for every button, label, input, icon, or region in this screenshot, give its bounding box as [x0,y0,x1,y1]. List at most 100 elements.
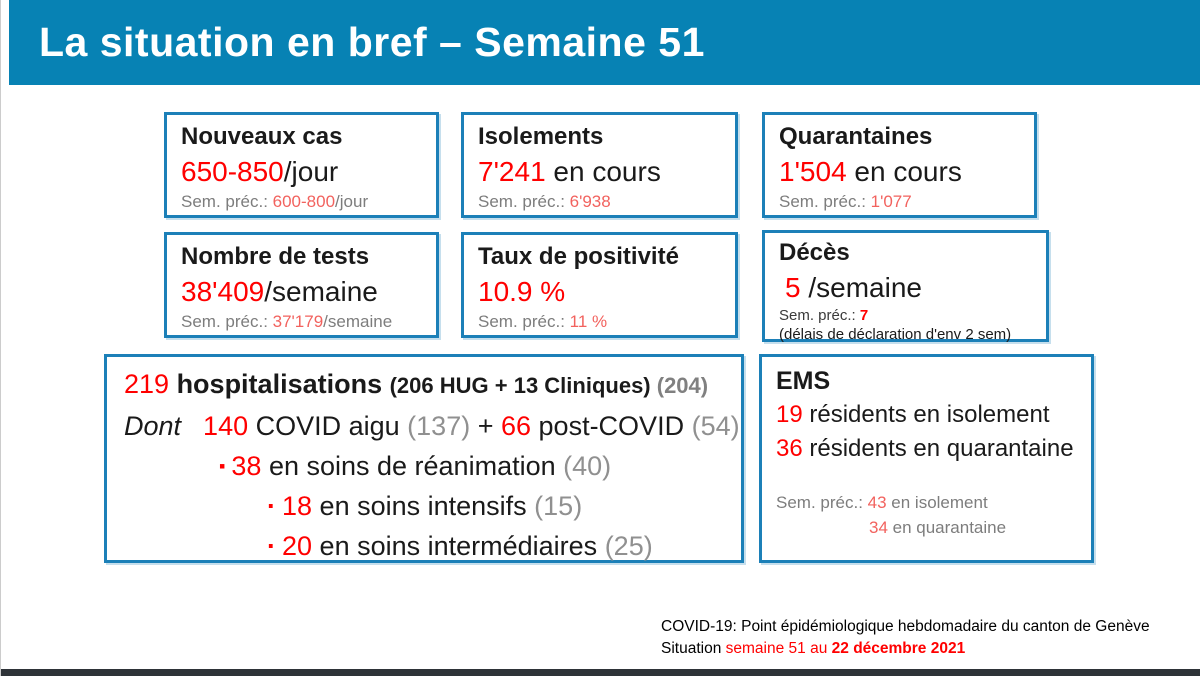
previous-week-line: Sem. préc.: 1'077 [779,190,1020,214]
hospitalisations-total-line: 219 hospitalisations (206 HUG + 13 Clini… [107,364,741,406]
ems-isolement-count: 19 [776,401,803,428]
covid-aigu-prev: (137) [407,411,471,441]
value-suffix: /semaine [800,272,922,303]
current-value: 1'504 [779,156,847,187]
card-quarantaines: Quarantaines 1'504 en cours Sem. préc.: … [762,112,1037,218]
prev-label: Sem. préc.: [779,192,871,211]
card-value: 1'504 en cours [779,153,1020,190]
ems-previous-week-line-1: Sem. préc.: 43 en isolement [776,490,1077,515]
ems-title: EMS [776,367,831,395]
plus-sign: + [470,411,501,441]
intensifs-count: 18 [282,491,313,521]
prev-label: Sem. préc.: [776,493,868,512]
value-suffix: /semaine [264,276,378,307]
hosp-label: hospitalisations [169,369,390,399]
ems-prev-quarantaine-label: en quarantaine [887,518,1007,537]
ems-quarantaine-count: 36 [776,435,803,462]
prev-label: Sem. préc.: [478,192,570,211]
ems-quarantaine-line: 36 résidents en quarantaine [776,432,1077,466]
reanimation-count: 38 [231,451,262,481]
dot-bullet-icon: · [267,531,276,561]
ems-previous-week-line-2: 34 en quarantaine [869,515,1077,540]
previous-week-line: Sem. préc.: 37'179/semaine [181,310,422,334]
prev-value: 37'179 [272,312,324,331]
dont-label: Dont [124,411,182,441]
prev-label: Sem. préc.: [181,312,273,331]
value-suffix: en cours [545,156,661,187]
card-value: 650-850/jour [181,153,422,190]
intensifs-label: en soins intensifs [312,491,535,521]
intermediaires-prev: (25) [604,531,653,561]
current-value: 38'409 [181,276,265,307]
source-footer: COVID-19: Point épidémiologique hebdomad… [661,616,1150,659]
ems-quarantaine-label: résidents en quarantaine [802,435,1074,462]
previous-week-line: Sem. préc.: 11 % [478,310,721,334]
reanimation-line: ▪ 38 en soins de réanimation (40) [107,446,741,486]
value-suffix: /jour [283,156,339,187]
card-nouveaux-cas: Nouveaux cas 650-850/jour Sem. préc.: 60… [164,112,439,218]
card-title: Nouveaux cas [181,123,343,150]
current-value: 10.9 % [478,276,566,307]
situation-label: Situation [661,639,726,657]
covid-aigu-label: COVID aigu [248,411,408,441]
hospitalisations-breakdown-line: Dont 140 COVID aigu (137) + 66 post-COVID… [107,406,741,446]
footer-line-1: COVID-19: Point épidémiologique hebdomad… [661,618,1150,635]
soins-intensifs-line: · 18 en soins intensifs (15) [107,486,741,526]
card-isolements: Isolements 7'241 en cours Sem. préc.: 6'… [461,112,738,218]
prev-value: 1'077 [870,192,912,211]
ems-isolement-line: 19 résidents en isolement [776,398,1077,432]
card-title: Décès [779,239,850,266]
covid-aigu-count: 140 [203,411,249,441]
card-value: 38'409/semaine [181,273,422,310]
report-date: 22 décembre 2021 [831,639,966,657]
square-bullet-icon: ▪ [219,456,226,476]
footer-line-2: Situation semaine 51 au 22 décembre 2021 [661,638,1150,660]
prev-value: 6'938 [569,192,611,211]
post-covid-label: post-COVID [531,411,692,441]
page-title: La situation en bref – Semaine 51 [39,19,705,65]
prev-value: 7 [859,307,869,324]
intermediaires-label: en soins intermédiaires [312,531,605,561]
current-value: 7'241 [478,156,546,187]
bottom-edge-bar [1,669,1200,676]
week-reference: semaine 51 au [725,639,832,657]
intensifs-prev: (15) [534,491,583,521]
prev-label: Sem. préc.: [779,307,860,324]
header-bar: La situation en bref – Semaine 51 [9,0,1200,85]
card-title: Isolements [478,123,604,150]
current-value: 5 [785,272,801,303]
prev-value: 11 % [569,312,608,331]
post-covid-prev: (54) [691,411,740,441]
previous-week-line: Sem. préc.: 7 [779,306,1032,325]
reanimation-prev: (40) [563,451,612,481]
card-value: 10.9 % [478,273,721,310]
prev-suffix: /jour [335,192,369,211]
current-value: 650-850 [181,156,284,187]
dot-bullet-icon: · [267,491,276,521]
intermediaires-count: 20 [282,531,313,561]
card-taux-de-positivite: Taux de positivité 10.9 % Sem. préc.: 11… [461,232,738,338]
declaration-delay-note: (délais de déclaration d'env 2 sem) [779,326,1012,343]
prev-suffix: /semaine [323,312,393,331]
ems-prev-isolement-count: 43 [867,493,887,512]
card-title: Nombre de tests [181,243,370,270]
hosp-detail: (206 HUG + 13 Cliniques) [389,373,657,398]
ems-prev-isolement-label: en isolement [886,493,988,512]
hosp-prev: (204) [656,373,709,398]
ems-isolement-label: résidents en isolement [802,401,1050,428]
card-title: Taux de positivité [478,243,679,270]
hospitalisations-box: 219 hospitalisations (206 HUG + 13 Clini… [104,354,744,563]
reanimation-label: en soins de réanimation [261,451,564,481]
previous-week-line: Sem. préc.: 600-800/jour [181,190,422,214]
value-suffix: en cours [846,156,962,187]
prev-label: Sem. préc.: [478,312,570,331]
card-deces: Décès 5 /semaine Sem. préc.: 7 (délais d… [762,230,1049,343]
prev-value: 600-800 [272,192,336,211]
prev-label: Sem. préc.: [181,192,273,211]
card-value: 5 /semaine [779,269,1032,306]
card-nombre-de-tests: Nombre de tests 38'409/semaine Sem. préc… [164,232,439,338]
soins-intermediaires-line: · 20 en soins intermédiaires (25) [107,526,741,566]
post-covid-count: 66 [500,411,532,441]
previous-week-line: Sem. préc.: 6'938 [478,190,721,214]
ems-prev-quarantaine-count: 34 [869,518,888,537]
